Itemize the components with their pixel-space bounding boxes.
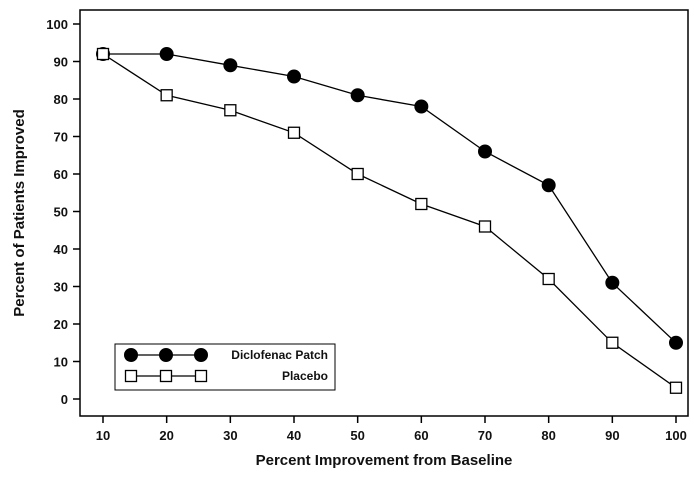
plot-frame [79, 9, 689, 417]
x-tick-label: 80 [541, 428, 555, 443]
y-tick-label: 80 [54, 92, 68, 107]
legend-label: Diclofenac Patch [231, 348, 328, 362]
data-point [606, 336, 619, 349]
x-tick-label: 40 [287, 428, 301, 443]
data-point [478, 220, 492, 233]
data-point [124, 348, 138, 362]
x-tick-label: 70 [478, 428, 492, 443]
data-point [669, 381, 683, 394]
data-point [351, 167, 364, 181]
y-tick-label: 20 [54, 317, 68, 332]
series-1 [96, 47, 683, 394]
data-point [223, 58, 238, 73]
y-tick-label: 40 [54, 242, 68, 257]
x-tick-label: 20 [159, 428, 173, 443]
legend-item: Placebo [124, 369, 328, 383]
data-point [541, 178, 556, 193]
series-layer [96, 47, 683, 394]
y-tick-label: 70 [54, 130, 68, 145]
data-point [159, 369, 173, 383]
data-point [159, 348, 173, 362]
y-tick-label: 60 [54, 167, 68, 182]
data-point [478, 144, 492, 159]
x-axis-title: Percent Improvement from Baseline [256, 452, 513, 469]
x-tick-label: 60 [414, 428, 428, 443]
data-point [224, 104, 237, 117]
legend-items: Diclofenac Patch Placebo [124, 348, 328, 383]
data-point [542, 272, 555, 286]
data-point [194, 369, 208, 383]
y-axis: 0 10 20 30 40 50 60 70 80 90 100 [46, 17, 80, 407]
legend-label: Placebo [282, 369, 328, 383]
series-0 [96, 47, 683, 350]
data-point [159, 47, 174, 61]
data-point [669, 335, 683, 350]
x-tick-label: 90 [605, 428, 619, 443]
data-point [605, 275, 620, 290]
x-tick-label: 100 [665, 428, 687, 443]
y-tick-label: 100 [46, 17, 68, 32]
data-point [287, 126, 301, 139]
y-tick-label: 0 [61, 392, 68, 407]
series-line [103, 53, 677, 344]
series-line [102, 53, 677, 389]
legend-item: Diclofenac Patch [124, 348, 328, 362]
data-point [287, 69, 301, 84]
data-point [96, 47, 110, 61]
data-point [415, 197, 428, 211]
data-point [160, 89, 173, 102]
data-point [194, 348, 208, 362]
y-tick-label: 30 [54, 280, 68, 295]
x-tick-label: 10 [96, 428, 110, 443]
data-point [124, 369, 138, 383]
y-tick-label: 90 [54, 55, 68, 70]
data-point [414, 99, 429, 114]
legend-box [114, 343, 336, 391]
x-tick-label: 50 [350, 428, 364, 443]
x-axis: 10 20 30 40 50 60 70 80 90 100 [96, 416, 687, 443]
y-tick-label: 50 [54, 205, 68, 220]
data-point [350, 88, 365, 103]
y-axis-title: Percent of Patients Improved [11, 109, 28, 317]
x-tick-label: 30 [223, 428, 237, 443]
y-tick-label: 10 [54, 355, 68, 370]
legend: Diclofenac Patch Placebo [114, 343, 336, 391]
